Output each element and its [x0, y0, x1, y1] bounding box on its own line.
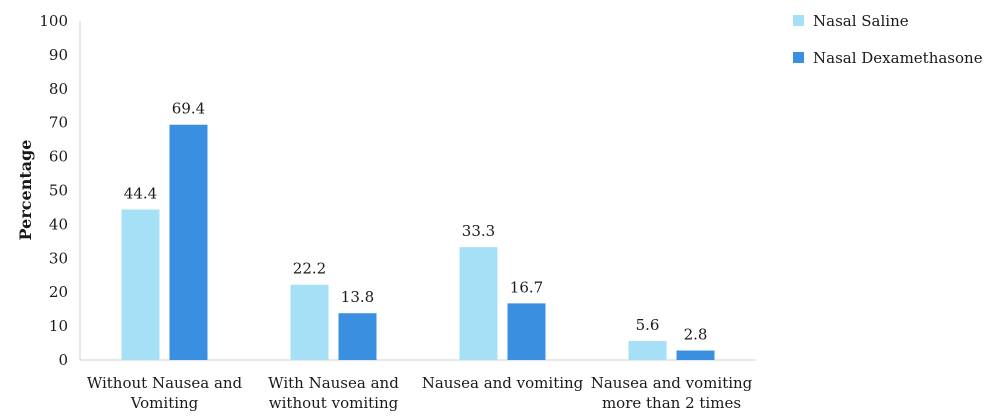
bar-nasal-dexamethasone	[507, 303, 546, 360]
y-tick-label: 50	[49, 182, 68, 200]
data-label: 13.8	[341, 288, 374, 306]
x-category-label: Nausea and vomiting	[422, 374, 584, 392]
bar-nasal-dexamethasone	[169, 124, 208, 360]
data-labels: 44.4 69.4 22.2 13.8 33.3 16.7 5.6 2.8	[124, 100, 708, 344]
bar-nasal-dexamethasone	[338, 313, 377, 360]
y-tick-label: 80	[49, 80, 68, 98]
bar-nasal-saline	[628, 341, 667, 360]
legend-swatch	[793, 52, 804, 63]
y-tick-label: 40	[49, 215, 68, 233]
y-tick-label: 90	[49, 46, 68, 64]
y-tick-label: 60	[49, 148, 68, 166]
y-tick-label: 30	[49, 249, 68, 267]
bar-nasal-saline	[459, 247, 498, 360]
data-label: 44.4	[124, 184, 157, 202]
x-category-label: Vomiting	[130, 394, 199, 412]
bar-nasal-saline	[290, 284, 329, 360]
y-axis-label: Percentage	[16, 140, 35, 241]
x-category-label: With Nausea and	[268, 374, 399, 392]
bar-nasal-saline	[121, 209, 160, 360]
legend-label: Nasal Dexamethasone	[813, 49, 983, 67]
legend-label: Nasal Saline	[813, 12, 909, 30]
x-category-label: Nausea and vomiting	[591, 374, 753, 392]
x-category-label: more than 2 times	[602, 394, 741, 412]
y-tick-label: 10	[49, 317, 68, 335]
data-label: 22.2	[293, 260, 326, 278]
bar-nasal-dexamethasone	[676, 350, 715, 360]
legend: Nasal Saline Nasal Dexamethasone	[793, 12, 983, 67]
x-category-label: without vomiting	[269, 394, 399, 412]
data-label: 2.8	[684, 326, 708, 344]
x-axis-categories: Without Nausea and Vomiting With Nausea an…	[87, 374, 753, 412]
legend-swatch	[793, 15, 804, 26]
x-category-label: Without Nausea and	[87, 374, 243, 392]
y-axis-ticks: 0 10 20 30 40 50 60 70 80 90 100	[39, 12, 68, 369]
data-label: 16.7	[510, 278, 543, 296]
y-tick-label: 0	[58, 351, 68, 369]
y-tick-label: 20	[49, 283, 68, 301]
data-label: 69.4	[172, 100, 205, 118]
data-label: 5.6	[636, 316, 660, 334]
bars	[121, 124, 715, 360]
data-label: 33.3	[462, 222, 495, 240]
y-tick-label: 100	[39, 12, 68, 30]
y-tick-label: 70	[49, 114, 68, 132]
